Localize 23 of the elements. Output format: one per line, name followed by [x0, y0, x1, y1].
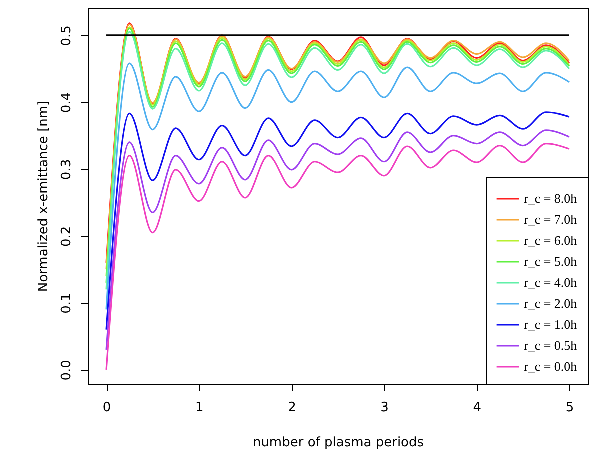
legend-label: r_c = 0.0h [524, 359, 578, 374]
x-tick-label: 0 [102, 400, 112, 416]
y-tick-label: 0.5 [60, 26, 74, 46]
y-tick-label: 0.4 [60, 92, 74, 114]
y-tick-label: 0.2 [60, 226, 74, 247]
legend-label: r_c = 2.0h [524, 296, 578, 311]
x-axis-title: number of plasma periods [252, 436, 424, 450]
x-tick-label: 3 [380, 400, 389, 416]
legend-label: r_c = 0.5h [524, 338, 578, 353]
y-tick-label: 0.1 [60, 293, 74, 314]
x-tick-label: 1 [195, 400, 204, 416]
legend-label: r_c = 6.0h [524, 233, 578, 248]
y-tick-label: 0.0 [60, 360, 74, 381]
legend-label: r_c = 4.0h [524, 275, 578, 290]
legend-label: r_c = 8.0h [524, 191, 578, 206]
legend-label: r_c = 5.0h [524, 254, 578, 269]
x-tick-label: 4 [473, 400, 482, 416]
legend-label: r_c = 1.0h [524, 317, 578, 332]
x-tick-label: 2 [288, 400, 296, 416]
x-tick-label: 5 [566, 400, 574, 416]
legend-label: r_c = 7.0h [524, 212, 578, 227]
y-axis-title: Normalized x-emittance [nm] [36, 100, 52, 292]
y-tick-label: 0.3 [60, 159, 74, 180]
